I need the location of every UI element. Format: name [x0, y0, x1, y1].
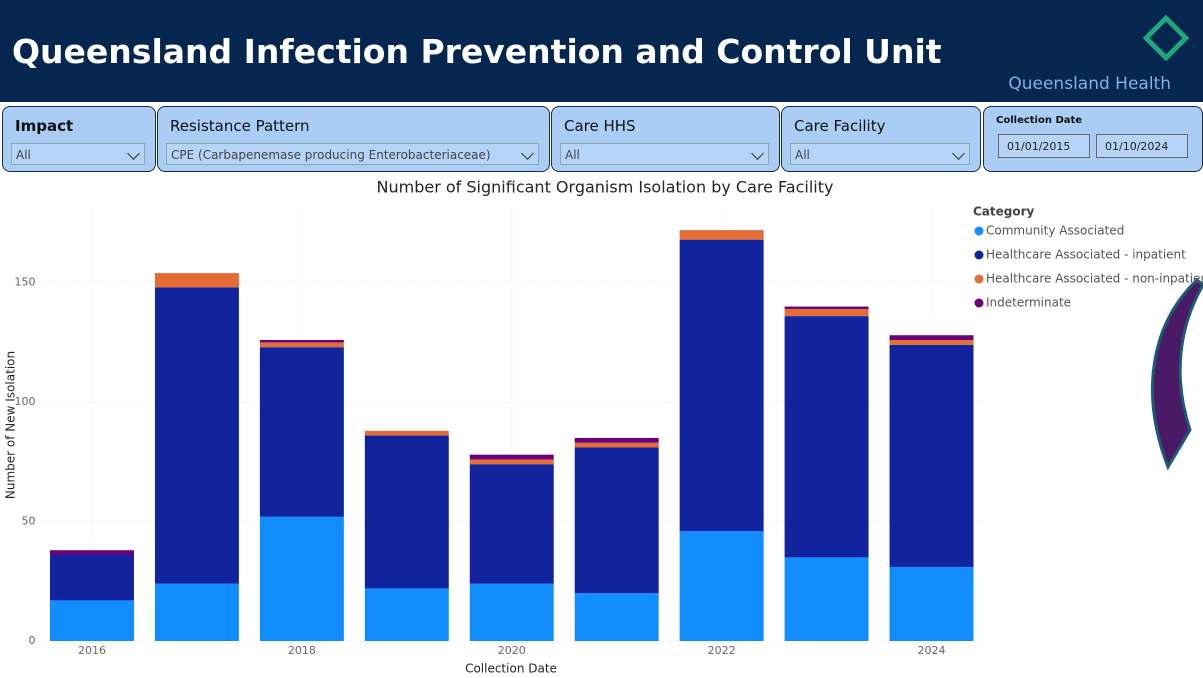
- slicer-label: Care Facility: [794, 117, 886, 135]
- slicer-label: Resistance Pattern: [170, 117, 310, 135]
- x-tick-label: 2020: [498, 644, 526, 657]
- slicer-text: All: [16, 148, 31, 162]
- header: Queensland Infection Prevention and Cont…: [0, 0, 1203, 102]
- y-tick-label: 100: [15, 395, 36, 408]
- x-tick-label: 2016: [78, 644, 106, 657]
- y-tick-label: 50: [22, 515, 36, 528]
- bar-segment: [49, 555, 134, 601]
- slicer-text: All: [795, 148, 810, 162]
- bar-segment: [574, 447, 659, 594]
- bar-segment: [574, 442, 659, 448]
- bar-segment: [784, 316, 869, 558]
- x-axis-label: Collection Date: [465, 662, 557, 676]
- legend-title: Category: [973, 205, 1035, 219]
- brand: Queensland Health: [1008, 74, 1171, 94]
- slicer-value[interactable]: All: [11, 143, 145, 165]
- slicer-text: All: [565, 148, 580, 162]
- slicer-label: Collection Date: [996, 115, 1083, 126]
- chart-title: Number of Significant Organism Isolation…: [377, 178, 834, 197]
- bar-segment: [574, 593, 659, 641]
- slicer-label: Impact: [15, 117, 74, 135]
- legend-marker: [974, 226, 984, 236]
- legend-marker: [974, 298, 984, 308]
- bar-segment: [469, 459, 554, 465]
- slicer-value[interactable]: CPE (Carbapenemase producing Enterobacte…: [166, 143, 539, 165]
- bar-segment: [784, 308, 869, 317]
- legend-label: Indeterminate: [986, 296, 1071, 310]
- bar-segment: [364, 430, 449, 436]
- bar-segment: [259, 342, 344, 348]
- bar-segment: [469, 454, 554, 460]
- decoration: [1151, 277, 1203, 471]
- logo: [1142, 14, 1190, 62]
- slicer[interactable]: Care HHS All: [551, 106, 780, 172]
- legend-marker: [974, 250, 984, 260]
- bar-segment: [154, 273, 239, 288]
- date-text: 01/10/2024: [1105, 140, 1169, 153]
- bar-segment: [574, 437, 659, 443]
- legend-marker: [974, 274, 984, 284]
- slicer-text: CPE (Carbapenemase producing Enterobacte…: [171, 148, 491, 162]
- legend-label: Community Associated: [986, 224, 1124, 238]
- slicer[interactable]: Care Facility All: [781, 106, 981, 172]
- slicer[interactable]: Resistance Pattern CPE (Carbapenemase pr…: [157, 106, 550, 172]
- bar-segment: [469, 464, 554, 584]
- date-start[interactable]: 01/01/2015: [998, 134, 1090, 158]
- bar-segment: [784, 557, 869, 641]
- page-title: Queensland Infection Prevention and Cont…: [12, 32, 942, 71]
- bar-segment: [259, 516, 344, 641]
- bar-segment: [364, 435, 449, 589]
- bar-segment: [889, 335, 974, 340]
- bar-segment: [259, 347, 344, 517]
- slicer[interactable]: Impact All: [2, 106, 156, 172]
- chart: Number of Significant Organism Isolation…: [4, 178, 1203, 676]
- x-tick-label: 2018: [288, 644, 316, 657]
- x-tick-label: 2022: [708, 644, 736, 657]
- bar-segment: [784, 306, 869, 309]
- bar-segment: [49, 550, 134, 555]
- legend-label: Healthcare Associated - inpatient: [986, 248, 1186, 262]
- y-tick-label: 0: [29, 634, 36, 647]
- bar-segment: [679, 239, 764, 532]
- bar-segment: [259, 340, 344, 343]
- date-end[interactable]: 01/10/2024: [1096, 134, 1188, 158]
- bar-segment: [889, 340, 974, 345]
- bar-segment: [889, 344, 974, 567]
- bar-segment: [49, 600, 134, 641]
- date-text: 01/01/2015: [1007, 140, 1071, 153]
- bar-segment: [679, 531, 764, 641]
- slicer-label: Care HHS: [564, 117, 636, 135]
- x-tick-label: 2024: [918, 644, 946, 657]
- slicer-value[interactable]: All: [790, 143, 970, 165]
- bar-segment: [679, 230, 764, 240]
- bar-segment: [469, 583, 554, 641]
- bar-segment: [889, 566, 974, 641]
- y-tick-label: 150: [15, 276, 36, 289]
- bar-segment: [154, 583, 239, 641]
- bar-segment: [154, 287, 239, 584]
- bar-segment: [364, 588, 449, 641]
- legend-label: Healthcare Associated - non-inpatient: [986, 272, 1203, 286]
- slicer-value[interactable]: All: [560, 143, 769, 165]
- y-axis-label: Number of New Isolation: [4, 351, 18, 499]
